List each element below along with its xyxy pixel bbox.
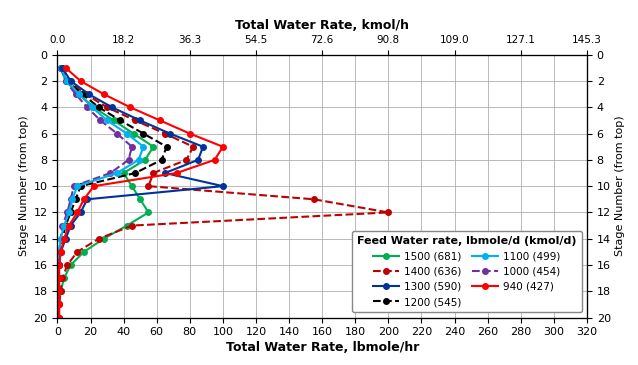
Text: Draw Tray = 7: Draw Tray = 7 [375, 286, 506, 304]
Legend: 1500 (681), 1400 (636), 1300 (590), 1200 (545), 1100 (499), 1000 (454), 940 (427: 1500 (681), 1400 (636), 1300 (590), 1200… [352, 231, 582, 312]
X-axis label: Total Water Rate, lbmole/hr: Total Water Rate, lbmole/hr [225, 341, 419, 354]
Y-axis label: Stage Number (from top): Stage Number (from top) [19, 116, 29, 257]
X-axis label: Total Water Rate, kmol/h: Total Water Rate, kmol/h [235, 19, 409, 32]
Y-axis label: Stage Number (from top): Stage Number (from top) [615, 116, 625, 257]
